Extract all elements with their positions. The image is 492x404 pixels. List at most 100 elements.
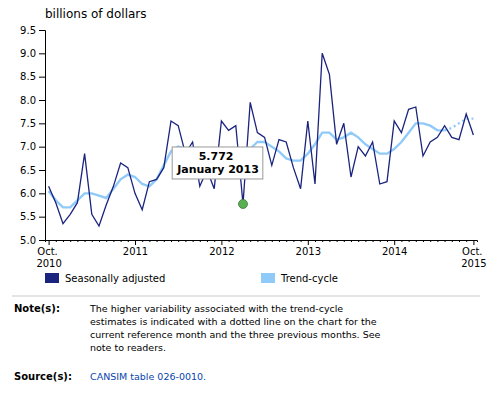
x-tick-mark — [49, 240, 50, 245]
x-tick-mark — [200, 240, 201, 242]
x-tick: Oct. 2010 — [36, 240, 61, 269]
x-tick — [452, 240, 453, 242]
x-tick — [329, 240, 330, 242]
annotation-text-line: January 2013 — [176, 163, 259, 176]
x-tick-mark — [351, 240, 352, 242]
x-tick — [113, 240, 114, 242]
annotation-box — [172, 147, 263, 179]
x-tick-mark — [473, 240, 474, 245]
x-tick — [185, 240, 186, 242]
x-tick-mark — [373, 240, 374, 242]
x-tick-mark — [437, 240, 438, 242]
x-axis: Oct. 2010 2011 2012 2013 2014 Oct. 2015 — [36, 240, 486, 269]
y-tick: 7.0 — [20, 141, 45, 152]
x-tick — [279, 240, 280, 242]
x-tick — [257, 240, 258, 242]
x-tick-mark — [358, 240, 359, 242]
legend: Seasonally adjustedTrend-cycle — [45, 273, 338, 284]
x-tick-mark — [70, 240, 71, 242]
x-tick-mark — [56, 240, 57, 242]
x-tick — [337, 240, 338, 242]
y-axis-line — [39, 31, 46, 241]
x-tick — [70, 240, 71, 242]
x-tick-mark — [157, 240, 158, 242]
x-tick — [236, 240, 237, 242]
x-tick-mark — [452, 240, 453, 242]
x-tick — [243, 240, 244, 242]
x-tick — [142, 240, 143, 242]
x-tick-label: 2013 — [296, 246, 321, 257]
x-tick-mark — [286, 240, 287, 242]
x-tick-mark — [301, 240, 302, 242]
x-tick-label: 2011 — [123, 246, 148, 257]
x-tick-mark — [466, 240, 467, 242]
x-tick-mark — [272, 240, 273, 242]
note-label: Note(s): — [14, 303, 60, 314]
x-tick-mark — [387, 240, 388, 242]
x-tick — [365, 240, 366, 242]
x-tick — [358, 240, 359, 242]
x-tick-mark — [401, 240, 402, 242]
x-tick-mark — [142, 240, 143, 242]
x-tick-mark — [409, 240, 410, 242]
y-tick-mark — [39, 100, 45, 101]
x-tick-mark — [344, 240, 345, 242]
x-tick-mark — [229, 240, 230, 242]
x-tick — [265, 240, 266, 242]
x-tick-mark — [92, 240, 93, 242]
y-tick-label: 5.0 — [20, 235, 36, 246]
legend-swatch — [45, 273, 59, 283]
x-tick-mark — [322, 240, 323, 242]
x-tick-mark — [214, 240, 215, 242]
lines — [49, 53, 474, 226]
x-tick — [178, 240, 179, 242]
y-tick: 9.0 — [20, 48, 45, 59]
x-tick-mark — [315, 240, 316, 242]
x-tick — [207, 240, 208, 242]
x-tick — [85, 240, 86, 242]
x-tick — [351, 240, 352, 242]
x-tick — [437, 240, 438, 242]
y-tick-mark — [39, 53, 45, 54]
x-tick — [387, 240, 388, 242]
x-tick-label-line: 2015 — [461, 258, 486, 269]
x-tick-label-line: 2010 — [36, 258, 61, 269]
x-tick — [77, 240, 78, 242]
x-tick-mark — [221, 240, 222, 245]
x-tick-mark — [106, 240, 107, 242]
x-tick-mark — [250, 240, 251, 242]
x-tick — [373, 240, 374, 242]
y-tick-label: 6.0 — [20, 188, 36, 199]
x-tick — [193, 240, 194, 242]
note-text-line: estimates is indicated with a dotted lin… — [90, 316, 377, 327]
x-tick — [409, 240, 410, 242]
x-tick-mark — [77, 240, 78, 242]
annotation-marker — [239, 199, 248, 208]
x-tick-mark — [99, 240, 100, 242]
x-tick-mark — [293, 240, 294, 242]
x-tick-mark — [445, 240, 446, 242]
x-tick — [401, 240, 402, 242]
x-tick-label-line: Oct. — [37, 246, 57, 257]
y-axis: 5.05.56.06.57.07.58.08.59.09.5 — [20, 25, 45, 246]
y-tick: 6.0 — [20, 188, 45, 199]
x-tick-mark — [329, 240, 330, 242]
y-tick-mark — [39, 30, 45, 31]
x-tick-label-line: 2013 — [296, 246, 321, 257]
x-tick-mark — [193, 240, 194, 242]
y-tick: 5.5 — [20, 211, 45, 222]
y-tick-label: 9.5 — [20, 25, 36, 36]
x-tick-mark — [279, 240, 280, 242]
x-tick-label-line: 2012 — [209, 246, 234, 257]
x-tick: 2011 — [123, 240, 148, 257]
x-tick-mark — [185, 240, 186, 242]
plot: 5.05.56.06.57.07.58.08.59.09.5Oct. 20102… — [20, 25, 487, 269]
x-tick — [250, 240, 251, 242]
series-line — [49, 123, 445, 207]
source-text: CANSIM table 026-0010. — [90, 371, 206, 382]
y-tick: 6.5 — [20, 165, 45, 176]
x-tick — [171, 240, 172, 242]
x-tick: 2014 — [382, 240, 407, 257]
x-tick — [315, 240, 316, 242]
note-text-line: note to readers. — [90, 342, 166, 353]
